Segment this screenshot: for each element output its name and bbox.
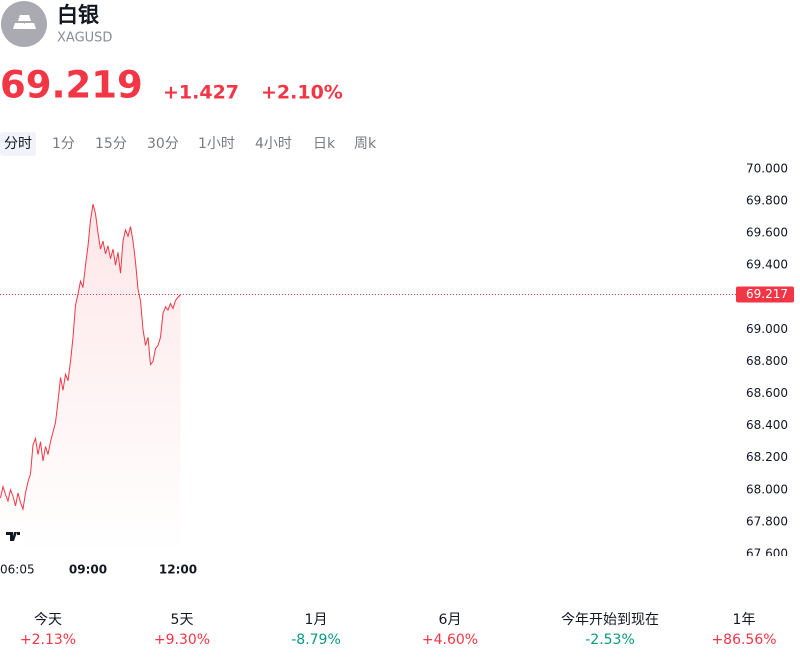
y-tick-label: 69.400 xyxy=(746,258,788,272)
y-tick-label: 69.800 xyxy=(746,193,788,207)
y-axis: 67.600 67.800 68.000 68.200 68.400 68.600 68.8… xyxy=(746,161,788,561)
plot-area xyxy=(0,204,181,555)
x-tick-label: 12:00 xyxy=(159,563,197,577)
y-tick-label: 68.800 xyxy=(746,354,788,368)
x-tick-label: 09:00 xyxy=(69,563,107,577)
performance-value: +2.13% xyxy=(20,632,76,648)
last-price-badge xyxy=(736,286,794,303)
y-tick-label: 69.600 xyxy=(746,226,788,240)
timeframe-tab[interactable]: 周k xyxy=(354,136,377,152)
performance-value: +86.56% xyxy=(711,632,776,648)
timeframe-tab[interactable]: 日k xyxy=(313,136,336,152)
y-tick-label: 67.600 xyxy=(746,547,788,561)
price: 69.219 xyxy=(0,64,143,107)
instrument-title: 白银 xyxy=(57,3,100,27)
instrument-symbol: XAGUSD xyxy=(57,31,112,46)
x-tick-label: 06:05 xyxy=(0,563,35,577)
price-area xyxy=(0,204,181,555)
timeframe-tab[interactable]: 15分 xyxy=(95,136,127,152)
y-tick-label: 69.000 xyxy=(746,322,788,336)
timeframe-tab[interactable]: 1小时 xyxy=(198,136,235,152)
y-tick-label: 70.000 xyxy=(746,161,788,175)
y-tick-label: 68.000 xyxy=(746,482,788,496)
price-change-percent: +2.10% xyxy=(261,82,343,104)
icon-bars xyxy=(13,15,36,29)
timeframe-tab[interactable]: 30分 xyxy=(147,136,179,152)
performance-value: +9.30% xyxy=(154,632,210,648)
y-tick-label: 68.400 xyxy=(746,418,788,432)
y-tick-label: 67.800 xyxy=(746,514,788,528)
performance-period[interactable]: 今年开始到现在 xyxy=(561,612,659,628)
tv-logo xyxy=(0,523,26,549)
performance-period[interactable]: 1年 xyxy=(733,612,756,628)
tab-selected-bg xyxy=(0,132,36,156)
price-line xyxy=(0,204,181,511)
price-change: +1.427 xyxy=(163,82,239,104)
timeframe-tab[interactable]: 4小时 xyxy=(255,136,292,152)
performance-value: -8.79% xyxy=(291,632,341,648)
last-price-label: 69.217 xyxy=(746,287,788,301)
performance-period[interactable]: 6月 xyxy=(439,612,462,628)
performance-period[interactable]: 今天 xyxy=(34,612,62,628)
performance-period[interactable]: 5天 xyxy=(171,612,194,628)
timeframe-tab[interactable]: 分时 xyxy=(4,136,32,152)
performance-value: +4.60% xyxy=(422,632,478,648)
y-tick-label: 68.200 xyxy=(746,450,788,464)
performance-period[interactable]: 1月 xyxy=(305,612,328,628)
performance-value: -2.53% xyxy=(585,632,635,648)
timeframe-tab[interactable]: 1分 xyxy=(52,136,75,152)
y-tick-label: 68.600 xyxy=(746,386,788,400)
